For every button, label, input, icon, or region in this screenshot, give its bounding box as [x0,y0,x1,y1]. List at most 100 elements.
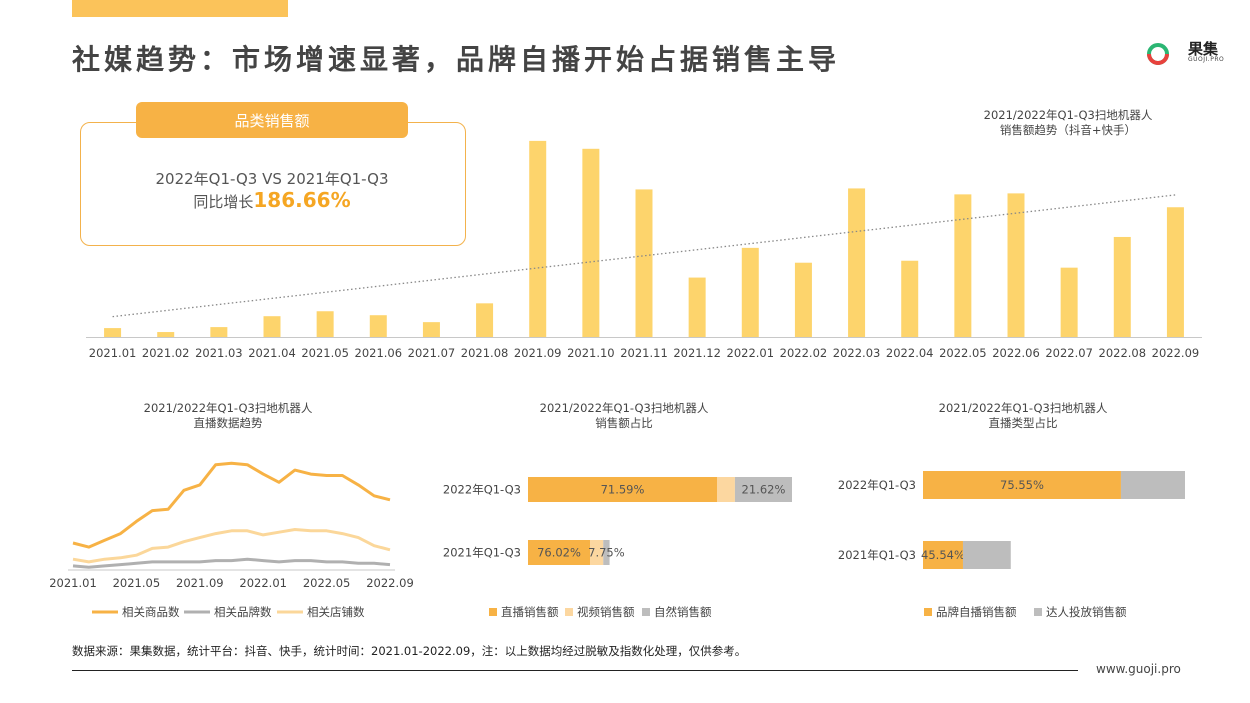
x-tick-label: 2022.05 [939,346,987,360]
kpi-compare-text: 2022年Q1-Q3 VS 2021年Q1-Q3 [155,170,389,188]
x-tick-label: 2021.04 [248,346,296,360]
bar-2021.01 [104,328,122,337]
bar-2022.03 [848,188,866,337]
row-label: 2021年Q1-Q3 [443,546,521,560]
x-tick-label: 2022.03 [833,346,881,360]
data-label: 71.59% [601,483,645,497]
data-label: 7.75% [588,546,625,560]
x-tick-label: 2022.01 [727,346,775,360]
kpi-growth-value: 186.66% [253,188,351,212]
top-accent-bar [72,0,288,17]
line-chart-subtitle: 直播数据趋势 [194,416,263,430]
row-label: 2022年Q1-Q3 [443,483,521,497]
x-tick-label: 2022.08 [1099,346,1147,360]
bar-2022.01 [741,247,759,337]
segment-达人投放销售额 [962,541,1011,569]
x-tick-label: 2022.05 [303,576,351,590]
row-label: 2021年Q1-Q3 [838,548,916,562]
kpi-tag: 品类销售额 [136,102,408,138]
bar-2021.09 [529,140,547,337]
page-title: 社媒趋势：市场增速显著，品牌自播开始占据销售主导 [72,43,841,76]
kpi-growth: 同比增长186.66% [80,188,464,212]
x-tick-label: 2021.12 [673,346,721,360]
bar-2021.07 [422,322,440,337]
series-line-相关品牌数 [72,557,391,569]
legend-label: 相关品牌数 [214,605,272,619]
x-tick-label: 2022.02 [780,346,828,360]
bar-2022.06 [1007,193,1025,337]
x-tick-label: 2021.01 [89,346,137,360]
bar-2021.11 [635,189,653,337]
segment-品牌自播销售额 [923,471,1121,499]
bar-2021.08 [476,303,494,337]
bar-2022.02 [794,262,812,337]
stack-chart-subtitle: 销售额占比 [595,416,653,430]
legend-label: 相关商品数 [122,605,180,619]
bar-2022.04 [901,260,919,337]
bar-2021.12 [688,277,706,337]
x-tick-label: 2022.04 [886,346,934,360]
data-label: 45.54% [921,548,965,562]
segment-品牌自播销售额 [923,541,963,569]
segment-视频销售额 [716,477,735,502]
segment-达人投放销售额 [1120,471,1185,499]
legend-swatch [1034,608,1042,616]
bar-2021.04 [263,316,281,337]
bar-2022.05 [954,194,972,337]
x-tick-label: 2021.07 [408,346,456,360]
bar-2022.07 [1060,267,1078,337]
logo-name: 果集 [1188,40,1219,58]
x-tick-label: 2021.08 [461,346,509,360]
series-line-相关店铺数 [72,528,391,564]
footer-note: 数据来源：果集数据，统计平台：抖音、快手，统计时间：2021.01-2022.0… [72,644,747,658]
x-tick-label: 2022.01 [239,576,287,590]
bar-2021.06 [369,315,387,337]
stack-chart-title: 2021/2022年Q1-Q3扫地机器人 [939,401,1108,415]
legend-label: 相关店铺数 [307,605,365,619]
x-tick-label: 2021.05 [301,346,349,360]
legend-label: 视频销售额 [577,605,635,619]
x-tick-label: 2022.09 [366,576,414,590]
segment-直播销售额 [528,477,717,502]
footer-url[interactable]: www.guoji.pro [1096,662,1181,676]
bar-2022.08 [1113,236,1131,337]
x-tick-label: 2021.02 [142,346,190,360]
x-tick-label: 2021.01 [49,576,97,590]
bar-chart-subtitle: 销售额趋势（抖音+快手） [1000,123,1136,137]
legend-label: 达人投放销售额 [1046,605,1127,619]
kpi-card [80,122,466,246]
row-label: 2022年Q1-Q3 [838,478,916,492]
bar-2021.03 [210,327,228,337]
stack-chart-subtitle: 直播类型占比 [989,416,1058,430]
bar-2021.10 [582,148,600,337]
data-label: 21.62% [742,483,786,497]
legend-label: 自然销售额 [654,605,712,619]
bar-2022.09 [1166,207,1184,337]
bar-2021.05 [316,311,334,337]
segment-直播销售额 [528,540,591,565]
bar-chart-title: 2021/2022年Q1-Q3扫地机器人 [984,108,1153,122]
legend-swatch [565,608,573,616]
series-line-相关商品数 [72,461,391,549]
legend-swatch [489,608,497,616]
x-tick-label: 2021.05 [113,576,161,590]
bar-2021.02 [157,332,175,337]
legend-label: 直播销售额 [501,605,559,619]
x-tick-label: 2022.06 [992,346,1040,360]
x-tick-label: 2021.03 [195,346,243,360]
x-tick-label: 2022.09 [1152,346,1200,360]
guoji-logo-icon [1147,43,1169,65]
legend-swatch [642,608,650,616]
logo-sub: GUOJI.PRO [1188,56,1225,63]
x-tick-label: 2021.09 [514,346,562,360]
data-label: 76.02% [537,546,581,560]
data-label: 75.55% [1000,478,1044,492]
segment-视频销售额 [590,540,604,565]
x-tick-label: 2022.07 [1045,346,1093,360]
kpi-growth-prefix: 同比增长 [193,193,254,211]
line-chart-title: 2021/2022年Q1-Q3扫地机器人 [144,401,313,415]
legend-swatch [924,608,932,616]
